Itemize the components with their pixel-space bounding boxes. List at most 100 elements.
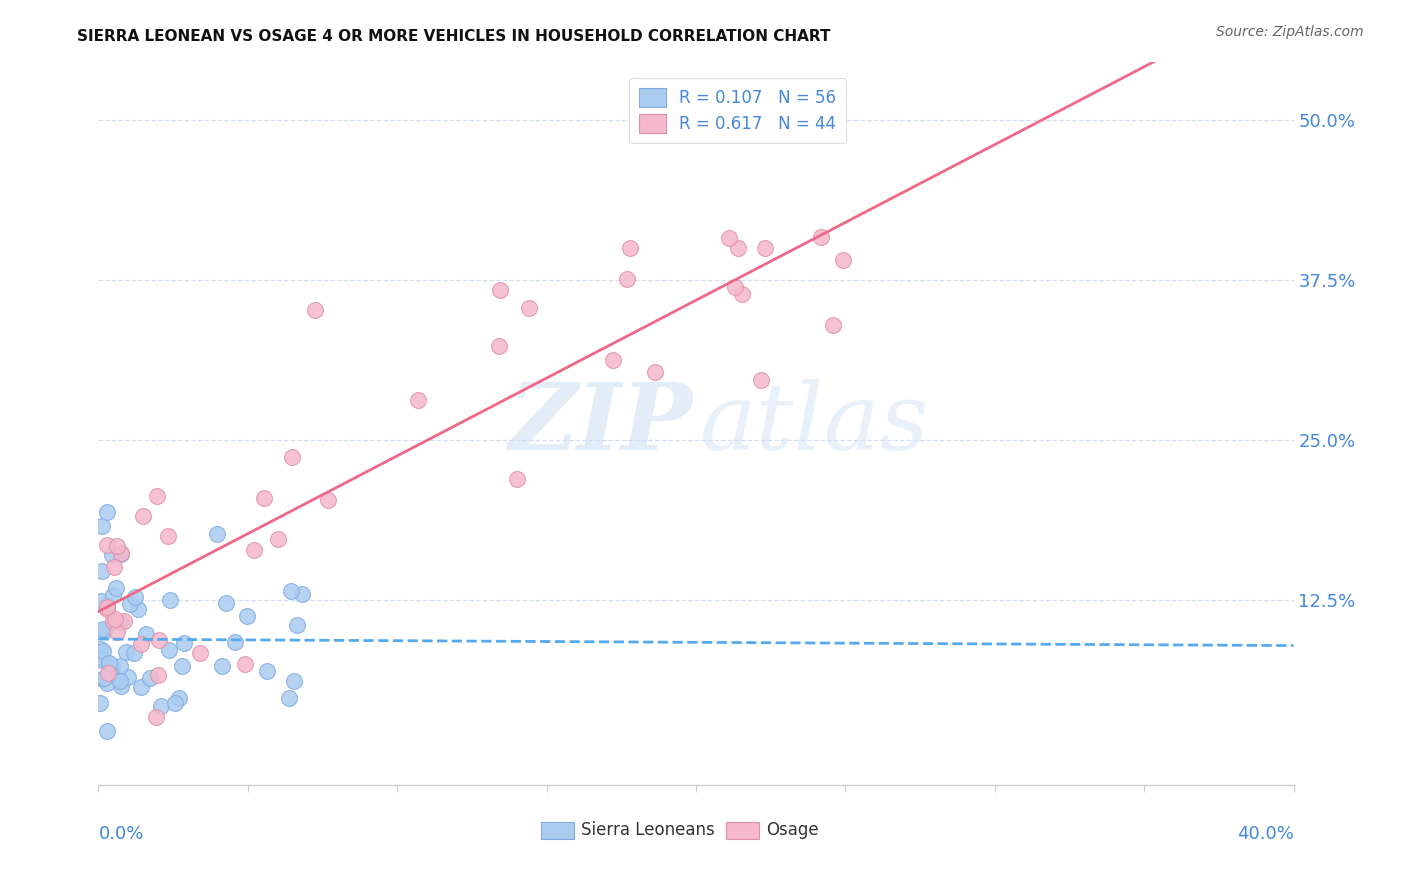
Bar [541, 822, 574, 839]
Point [157, 529, 180, 543]
Point [96, 675, 118, 690]
Point [280, 584, 302, 599]
Point [505, 472, 527, 486]
Point [96, 505, 118, 519]
Text: SIERRA LEONEAN VS OSAGE 4 OR MORE VEHICLES IN HOUSEHOLD CORRELATION CHART: SIERRA LEONEAN VS OSAGE 4 OR MORE VEHICL… [77, 29, 831, 44]
Point [97, 665, 120, 680]
Point [731, 286, 754, 301]
Point [89, 642, 111, 657]
Point [96, 538, 118, 552]
Point [644, 365, 666, 379]
Point [754, 241, 776, 255]
Point [211, 659, 233, 673]
Point [224, 635, 246, 649]
Point [159, 592, 181, 607]
Point [291, 587, 314, 601]
Point [619, 241, 641, 255]
Point [124, 590, 146, 604]
Text: Osage: Osage [766, 822, 820, 839]
Point [145, 489, 167, 503]
Point [821, 318, 844, 333]
Point [150, 698, 173, 713]
Point [163, 696, 186, 710]
Point [89, 696, 111, 710]
Point [110, 679, 132, 693]
Point [105, 624, 128, 639]
Point [252, 491, 274, 506]
Point [277, 691, 299, 706]
Point [146, 667, 169, 681]
Point [101, 659, 124, 673]
Point [488, 339, 510, 353]
Point [93, 671, 115, 685]
Point [145, 710, 167, 724]
Point [101, 614, 124, 628]
Point [108, 673, 131, 688]
Point [242, 542, 264, 557]
Point [91, 672, 114, 686]
Point [110, 546, 132, 560]
Point [188, 647, 211, 661]
Point [235, 657, 257, 671]
Point [89, 624, 111, 638]
Point [724, 279, 747, 293]
Point [127, 602, 149, 616]
Point [316, 492, 339, 507]
Point [517, 301, 540, 316]
Point [602, 353, 624, 368]
Point [96, 723, 118, 738]
Point [283, 673, 305, 688]
Point [91, 565, 114, 579]
Point [96, 598, 118, 612]
Text: atlas: atlas [700, 379, 929, 468]
Point [215, 596, 238, 610]
Point [91, 622, 114, 636]
Point [281, 450, 304, 464]
Point [115, 645, 138, 659]
Point [103, 559, 125, 574]
Point [304, 303, 326, 318]
Point [831, 252, 853, 267]
Point [129, 637, 152, 651]
Point [129, 681, 152, 695]
Point [236, 608, 259, 623]
Point [110, 615, 132, 629]
Text: Sierra Leoneans: Sierra Leoneans [581, 822, 716, 839]
Point [148, 632, 170, 647]
Point [205, 527, 228, 541]
Point [90, 594, 112, 608]
Point [172, 659, 194, 673]
Point [124, 647, 146, 661]
Point [98, 666, 121, 681]
Bar [725, 822, 759, 839]
Point [112, 614, 135, 628]
Point [98, 657, 121, 671]
Point [167, 690, 190, 705]
Point [132, 508, 155, 523]
Point [91, 643, 114, 657]
Point [91, 653, 114, 667]
Point [810, 230, 832, 244]
Point [256, 664, 278, 678]
Point [104, 671, 127, 685]
Point [616, 272, 638, 286]
Point [110, 548, 132, 562]
Point [101, 549, 124, 563]
Point [135, 626, 157, 640]
Legend: R = 0.107   N = 56, R = 0.617   N = 44: R = 0.107 N = 56, R = 0.617 N = 44 [630, 78, 846, 143]
Point [91, 519, 114, 533]
Point [727, 241, 749, 255]
Text: ZIP: ZIP [508, 379, 692, 468]
Point [267, 532, 290, 546]
Point [488, 283, 510, 297]
Point [89, 651, 111, 665]
Point [408, 393, 430, 408]
Point [93, 624, 115, 638]
Point [749, 372, 772, 386]
Point [105, 539, 128, 553]
Point [96, 600, 118, 615]
Point [101, 588, 124, 602]
Point [118, 597, 141, 611]
Point [96, 602, 118, 616]
Text: Source: ZipAtlas.com: Source: ZipAtlas.com [1216, 25, 1364, 39]
